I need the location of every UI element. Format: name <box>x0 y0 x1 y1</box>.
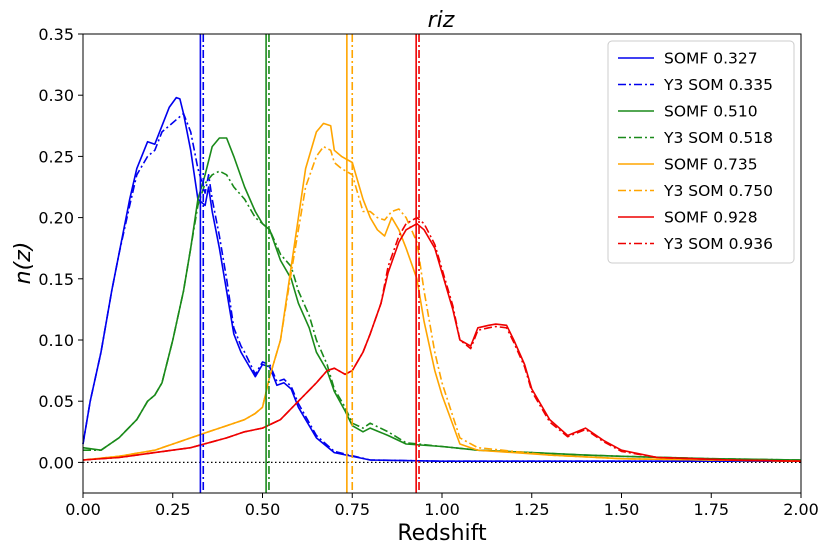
legend: SOMF 0.327 Y3 SOM 0.335 SOMF 0.510 Y3 SOM 0… <box>607 40 795 264</box>
legend-label-5: SOMF 0.735 <box>664 156 758 174</box>
x-tick-label: 0.00 <box>65 500 101 519</box>
y-tick-label: 0.25 <box>38 147 74 166</box>
legend-label-4: Y3 SOM 0.518 <box>663 129 773 147</box>
legend-label-7: SOMF 0.928 <box>664 209 758 227</box>
y-tick-label: 0.05 <box>38 392 74 411</box>
series-line-8 <box>82 216 802 462</box>
legend-box <box>607 40 795 264</box>
chart-title: riz <box>428 8 455 33</box>
series-line-4 <box>83 170 802 461</box>
y-tick-label: 0.00 <box>38 453 74 472</box>
y-tick-label: 0.35 <box>38 25 74 44</box>
x-tick-label: 0.50 <box>245 500 281 519</box>
series-line-6 <box>82 145 802 462</box>
x-axis-label: Redshift <box>397 521 487 546</box>
x-tick-label: 1.50 <box>604 500 640 519</box>
y-tick-label: 0.10 <box>38 331 74 350</box>
x-tick-label: 1.25 <box>514 500 550 519</box>
y-axis-label: n(z) <box>11 242 36 285</box>
series-line-1 <box>82 96 801 462</box>
series-line-7 <box>82 222 802 462</box>
plot-frame <box>82 33 802 494</box>
y-tick-label: 0.20 <box>38 209 74 228</box>
plot-area <box>82 34 802 493</box>
x-tick-label: 1.00 <box>424 500 460 519</box>
legend-label-2: Y3 SOM 0.335 <box>663 76 773 94</box>
x-tick-label: 2.00 <box>783 500 819 519</box>
series-line-2 <box>82 112 801 462</box>
legend-label-3: SOMF 0.510 <box>664 103 758 121</box>
x-tick-label: 0.25 <box>155 500 191 519</box>
legend-label-8: Y3 SOM 0.936 <box>663 235 773 253</box>
legend-label-6: Y3 SOM 0.750 <box>663 182 773 200</box>
x-tick-label: 0.75 <box>334 500 370 519</box>
y-tick-label: 0.30 <box>38 86 74 105</box>
x-tick-label: 1.75 <box>693 500 729 519</box>
y-tick-label: 0.15 <box>38 270 74 289</box>
axis-ticks: 0.00 0.25 0.50 0.75 1.00 1.25 1.50 1.75 2.00 0.00… <box>38 25 818 519</box>
legend-label-1: SOMF 0.327 <box>664 50 758 68</box>
